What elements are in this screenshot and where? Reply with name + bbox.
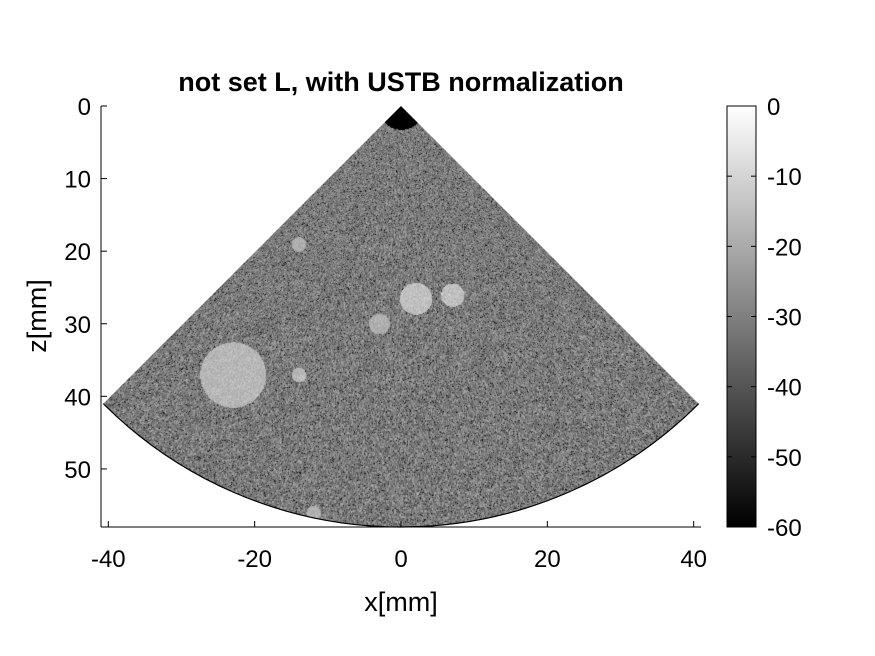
x-tick-label: -20 <box>237 546 272 573</box>
x-tick-label: 0 <box>394 546 407 573</box>
y-axis-ticks: 0 10 20 30 40 50 <box>64 94 107 484</box>
y-tick-label: 10 <box>64 167 91 194</box>
y-tick-label: 0 <box>78 94 91 121</box>
y-tick-label: 40 <box>64 384 91 411</box>
colorbar-ticks: 0 -10 -20 -30 -40 -50 -60 <box>727 94 802 542</box>
plot-area: -40 -20 0 20 40 0 10 20 30 40 50 <box>64 94 707 573</box>
y-tick-label: 30 <box>64 312 91 339</box>
bmode-image <box>103 106 699 527</box>
colorbar: 0 -10 -20 -30 -40 -50 -60 <box>726 94 802 542</box>
colorbar-tick-label: 0 <box>767 94 780 121</box>
colorbar-tick-label: -60 <box>767 515 802 542</box>
colorbar-tick-label: -10 <box>767 164 802 191</box>
y-tick-label: 20 <box>64 239 91 266</box>
colorbar-tick-label: -40 <box>767 375 802 402</box>
x-tick-label: 40 <box>680 546 707 573</box>
chart-title: not set L, with USTB normalization <box>178 67 624 97</box>
y-axis-label: z[mm] <box>22 279 52 353</box>
x-tick-label: 20 <box>534 546 561 573</box>
x-axis-label: x[mm] <box>364 587 438 617</box>
colorbar-tick-label: -50 <box>767 445 802 472</box>
y-tick-label: 50 <box>64 457 91 484</box>
colorbar-tick-label: -30 <box>767 305 802 332</box>
x-tick-label: -40 <box>91 546 126 573</box>
colorbar-tick-label: -20 <box>767 234 802 261</box>
x-axis-ticks: -40 -20 0 20 40 <box>91 521 707 573</box>
